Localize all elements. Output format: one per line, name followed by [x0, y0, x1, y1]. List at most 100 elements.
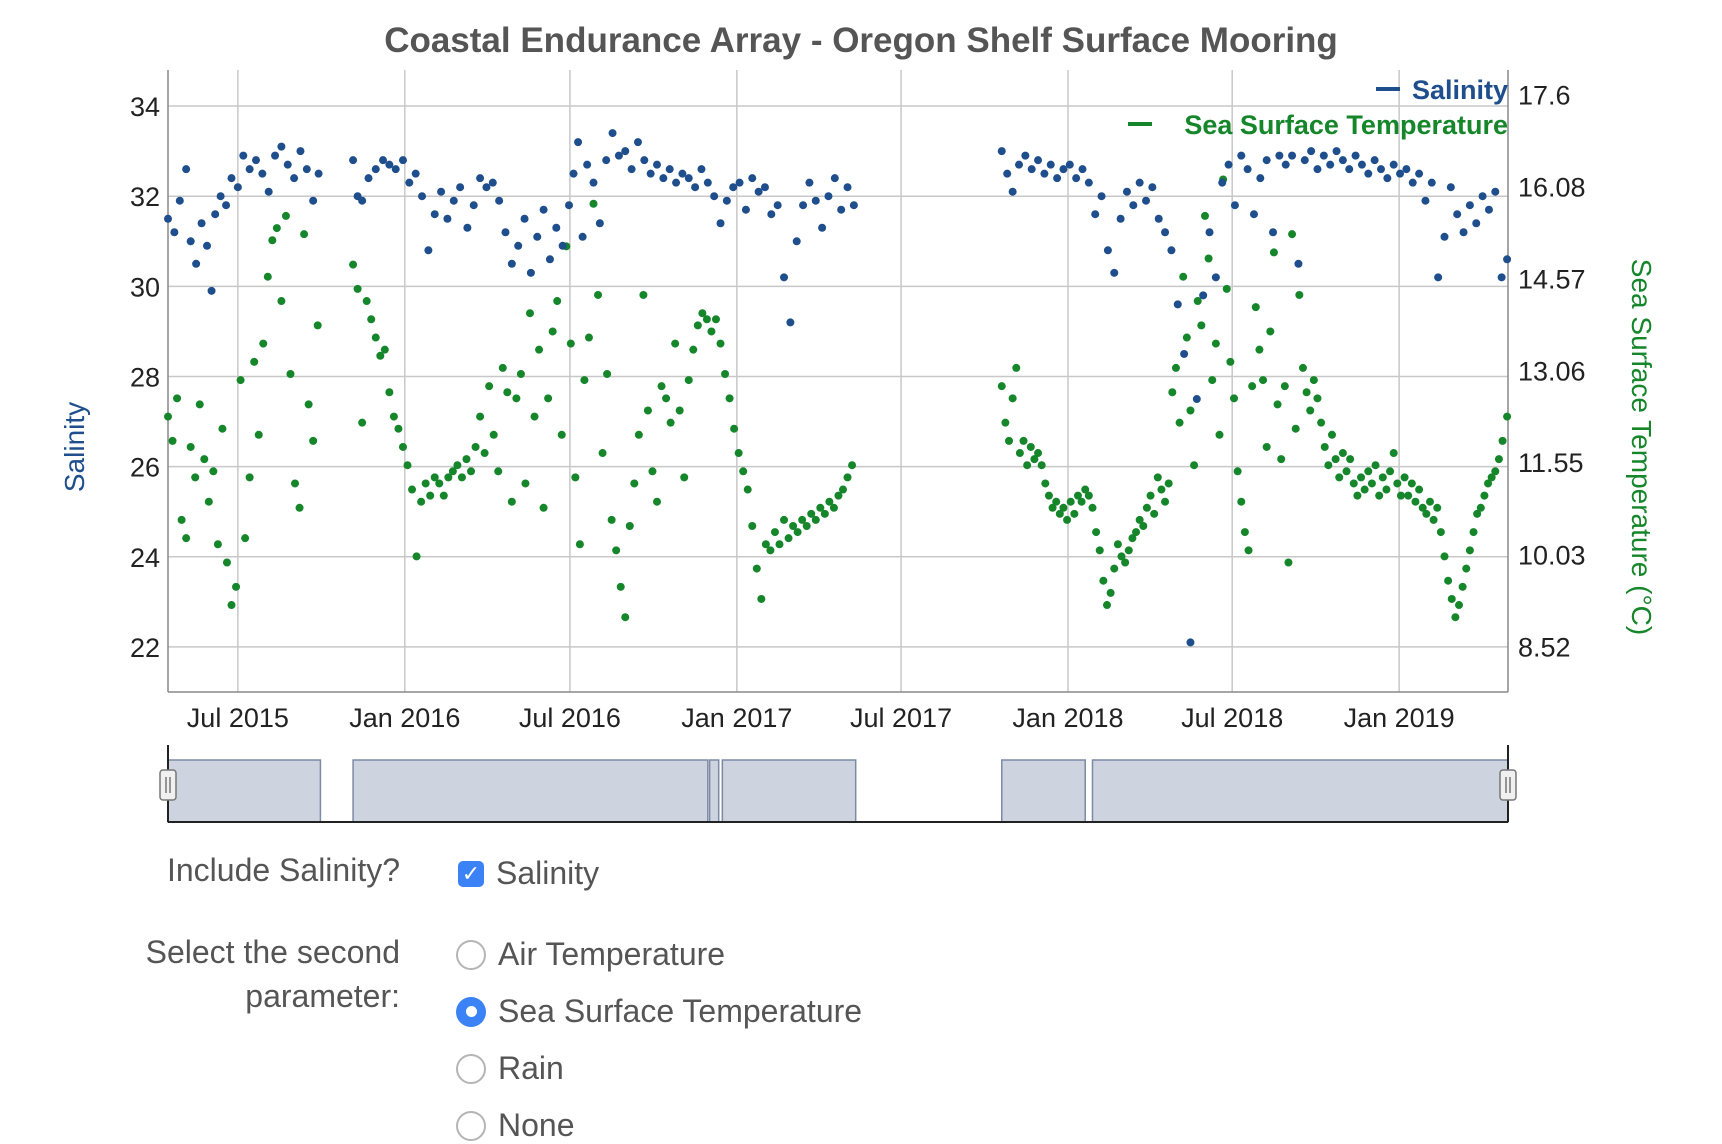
salinity-point: [533, 232, 542, 241]
sst-point: [241, 534, 250, 543]
sst-point: [653, 497, 662, 506]
radio-rain[interactable]: Rain: [456, 1050, 564, 1087]
salinity-point: [469, 201, 478, 210]
sst-point: [716, 339, 725, 348]
sst-point: [1132, 528, 1141, 537]
radio-label: Air Temperature: [498, 936, 726, 972]
sst-point: [1008, 394, 1017, 403]
sst-point: [480, 449, 489, 458]
salinity-point: [1478, 192, 1487, 201]
salinity-point: [627, 165, 636, 174]
salinity-point: [1091, 210, 1100, 219]
range-navigator[interactable]: [159, 745, 1517, 823]
sst-point: [1092, 528, 1101, 537]
sst-point: [309, 436, 318, 445]
salinity-checkbox[interactable]: ✓ Salinity: [458, 855, 599, 892]
navigator-right-handle[interactable]: [1499, 769, 1517, 801]
sst-point: [1469, 528, 1478, 537]
sst-point: [304, 400, 313, 409]
sst-point: [1026, 442, 1035, 451]
sst-point: [671, 339, 680, 348]
navigator-left-handle[interactable]: [159, 769, 177, 801]
sst-point: [1422, 509, 1431, 518]
x-tick-label: Jul 2018: [1181, 703, 1283, 733]
salinity-point: [1491, 187, 1500, 196]
salinity-point: [182, 165, 191, 174]
legend[interactable]: Salinity Sea Surface Temperature: [1128, 75, 1508, 140]
sst-point: [512, 394, 521, 403]
salinity-point: [697, 165, 706, 174]
salinity-point: [1484, 205, 1493, 214]
salinity-point: [633, 138, 642, 147]
sst-point: [1494, 455, 1503, 464]
salinity-point: [1180, 349, 1189, 358]
legend-item-salinity[interactable]: Salinity: [1376, 75, 1508, 105]
sst-point: [1001, 418, 1010, 427]
salinity-point: [849, 201, 858, 210]
salinity-point: [309, 196, 318, 205]
sst-point: [616, 582, 625, 591]
radio-unselected-icon[interactable]: [456, 1110, 486, 1141]
salinity-point: [1084, 178, 1093, 187]
radio-unselected-icon[interactable]: [456, 1053, 486, 1084]
salinity-point: [703, 178, 712, 187]
sst-point: [752, 564, 761, 573]
x-tick-label: Jan 2019: [1344, 703, 1455, 733]
radio-selected-icon[interactable]: [456, 996, 486, 1027]
salinity-point: [277, 142, 286, 151]
sst-point: [793, 528, 802, 537]
sst-point: [1346, 455, 1355, 464]
salinity-point: [735, 178, 744, 187]
sst-point: [721, 370, 730, 379]
salinity-point: [314, 169, 323, 178]
sst-point: [575, 540, 584, 549]
sst-point: [1240, 528, 1249, 537]
sst-point: [1190, 461, 1199, 470]
salinity-point: [1376, 165, 1385, 174]
salinity-point: [391, 165, 400, 174]
salinity-point: [595, 219, 604, 228]
sst-point: [1476, 503, 1485, 512]
salinity-point: [358, 196, 367, 205]
sst-point: [218, 424, 227, 433]
salinity-point: [495, 196, 504, 205]
chart: Coastal Endurance Array - Oregon Shelf S…: [59, 21, 1657, 823]
radio-none[interactable]: None: [456, 1107, 575, 1144]
sst-point: [662, 394, 671, 403]
sst-point: [1458, 582, 1467, 591]
sst-point: [1480, 491, 1489, 500]
legend-label-salinity: Salinity: [1412, 75, 1508, 105]
sst-point: [1081, 485, 1090, 494]
salinity-point: [1402, 165, 1411, 174]
sst-point: [1106, 588, 1115, 597]
radio-unselected-icon[interactable]: [456, 939, 486, 970]
salinity-point: [1275, 151, 1284, 160]
salinity-point: [520, 214, 529, 223]
checkbox-checked-icon[interactable]: ✓: [458, 860, 484, 887]
sst-point: [462, 455, 471, 464]
sst-point: [843, 473, 852, 482]
sst-point: [730, 424, 739, 433]
radio-air-temperature[interactable]: Air Temperature: [456, 936, 725, 973]
include-salinity-label: Include Salinity?: [166, 852, 400, 888]
sst-point: [625, 522, 634, 531]
salinity-point: [1319, 151, 1328, 160]
salinity-point: [1269, 228, 1278, 237]
salinity-point: [233, 183, 242, 192]
sst-point: [281, 211, 290, 220]
sst-point: [1386, 467, 1395, 476]
sst-point: [1255, 345, 1264, 354]
sst-point: [1019, 436, 1028, 445]
sst-point: [291, 479, 300, 488]
sst-point: [553, 297, 562, 306]
radio-sea-surface-temperature[interactable]: Sea Surface Temperature: [456, 993, 862, 1030]
sst-point: [398, 442, 407, 451]
salinity-point: [1154, 214, 1163, 223]
radio-label: Rain: [498, 1050, 564, 1086]
salinity-point: [684, 174, 693, 183]
sst-point: [358, 418, 367, 427]
salinity-point: [565, 201, 574, 210]
salinity-point: [302, 165, 311, 174]
legend-item-sst[interactable]: Sea Surface Temperature: [1128, 110, 1508, 140]
sst-point: [1484, 479, 1493, 488]
